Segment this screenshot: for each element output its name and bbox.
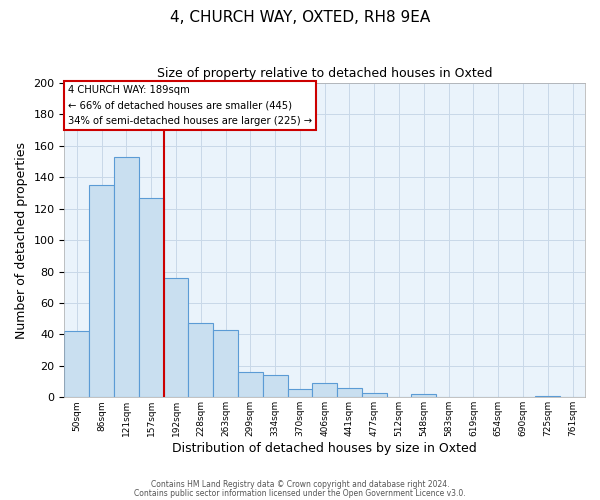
Bar <box>139 198 164 398</box>
Bar <box>64 332 89 398</box>
Bar <box>412 394 436 398</box>
Bar <box>114 157 139 398</box>
Bar <box>362 392 386 398</box>
Text: Contains HM Land Registry data © Crown copyright and database right 2024.: Contains HM Land Registry data © Crown c… <box>151 480 449 489</box>
Bar <box>188 324 213 398</box>
Bar <box>287 390 313 398</box>
Bar <box>164 278 188 398</box>
Bar <box>263 376 287 398</box>
Text: 4, CHURCH WAY, OXTED, RH8 9EA: 4, CHURCH WAY, OXTED, RH8 9EA <box>170 10 430 25</box>
Y-axis label: Number of detached properties: Number of detached properties <box>15 142 28 338</box>
Bar <box>535 396 560 398</box>
Text: Contains public sector information licensed under the Open Government Licence v3: Contains public sector information licen… <box>134 488 466 498</box>
Bar <box>213 330 238 398</box>
Bar <box>313 383 337 398</box>
Bar <box>238 372 263 398</box>
X-axis label: Distribution of detached houses by size in Oxted: Distribution of detached houses by size … <box>172 442 477 455</box>
Title: Size of property relative to detached houses in Oxted: Size of property relative to detached ho… <box>157 68 493 80</box>
Bar <box>89 185 114 398</box>
Text: 4 CHURCH WAY: 189sqm
← 66% of detached houses are smaller (445)
34% of semi-deta: 4 CHURCH WAY: 189sqm ← 66% of detached h… <box>68 84 312 126</box>
Bar <box>337 388 362 398</box>
